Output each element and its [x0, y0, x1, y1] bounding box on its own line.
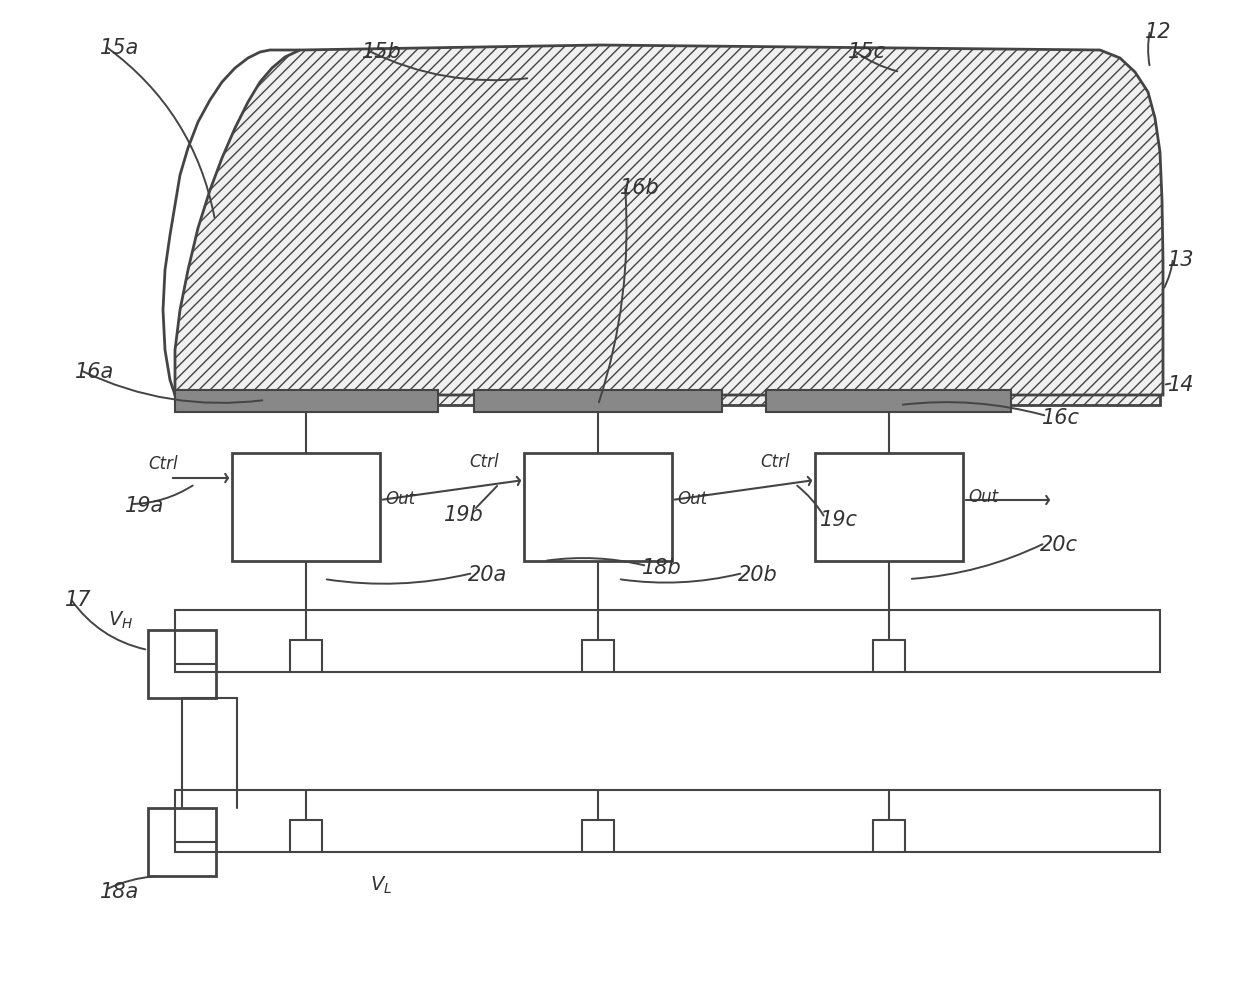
Bar	[175, 790, 1160, 852]
Text: 14: 14	[1168, 375, 1194, 395]
Text: Out: Out	[968, 488, 999, 506]
Bar	[815, 453, 963, 561]
Text: 12: 12	[1145, 22, 1172, 42]
Bar	[524, 453, 672, 561]
Text: 15b: 15b	[362, 42, 401, 62]
Text: 20b: 20b	[738, 565, 778, 585]
Bar	[766, 390, 1011, 412]
Text: 20a: 20a	[468, 565, 507, 585]
Bar	[147, 808, 216, 876]
Text: Out: Out	[385, 490, 415, 508]
Bar	[175, 390, 439, 412]
Text: 16b: 16b	[620, 178, 659, 198]
Text: 15a: 15a	[100, 38, 139, 58]
Text: 13: 13	[1168, 250, 1194, 270]
Text: $V_H$: $V_H$	[108, 610, 134, 631]
Text: 19a: 19a	[125, 496, 165, 516]
Bar	[232, 453, 380, 561]
Text: Ctrl: Ctrl	[470, 453, 498, 471]
Text: Ctrl: Ctrl	[147, 455, 177, 473]
Text: $V_L$: $V_L$	[370, 875, 392, 896]
Text: 15c: 15c	[847, 42, 886, 62]
Polygon shape	[175, 45, 1163, 395]
Text: 18a: 18a	[100, 882, 139, 902]
Text: 19b: 19b	[444, 505, 483, 525]
Text: 16c: 16c	[1042, 408, 1080, 428]
Bar	[175, 350, 1160, 405]
Text: 19c: 19c	[820, 510, 857, 530]
Text: Ctrl: Ctrl	[760, 453, 789, 471]
Bar	[147, 630, 216, 698]
Text: 18b: 18b	[642, 558, 681, 578]
Bar	[475, 390, 722, 412]
Text: 17: 17	[64, 590, 92, 610]
Text: 16a: 16a	[76, 362, 114, 382]
Text: 20c: 20c	[1040, 535, 1078, 555]
Bar	[175, 610, 1160, 672]
Text: Out: Out	[676, 490, 707, 508]
